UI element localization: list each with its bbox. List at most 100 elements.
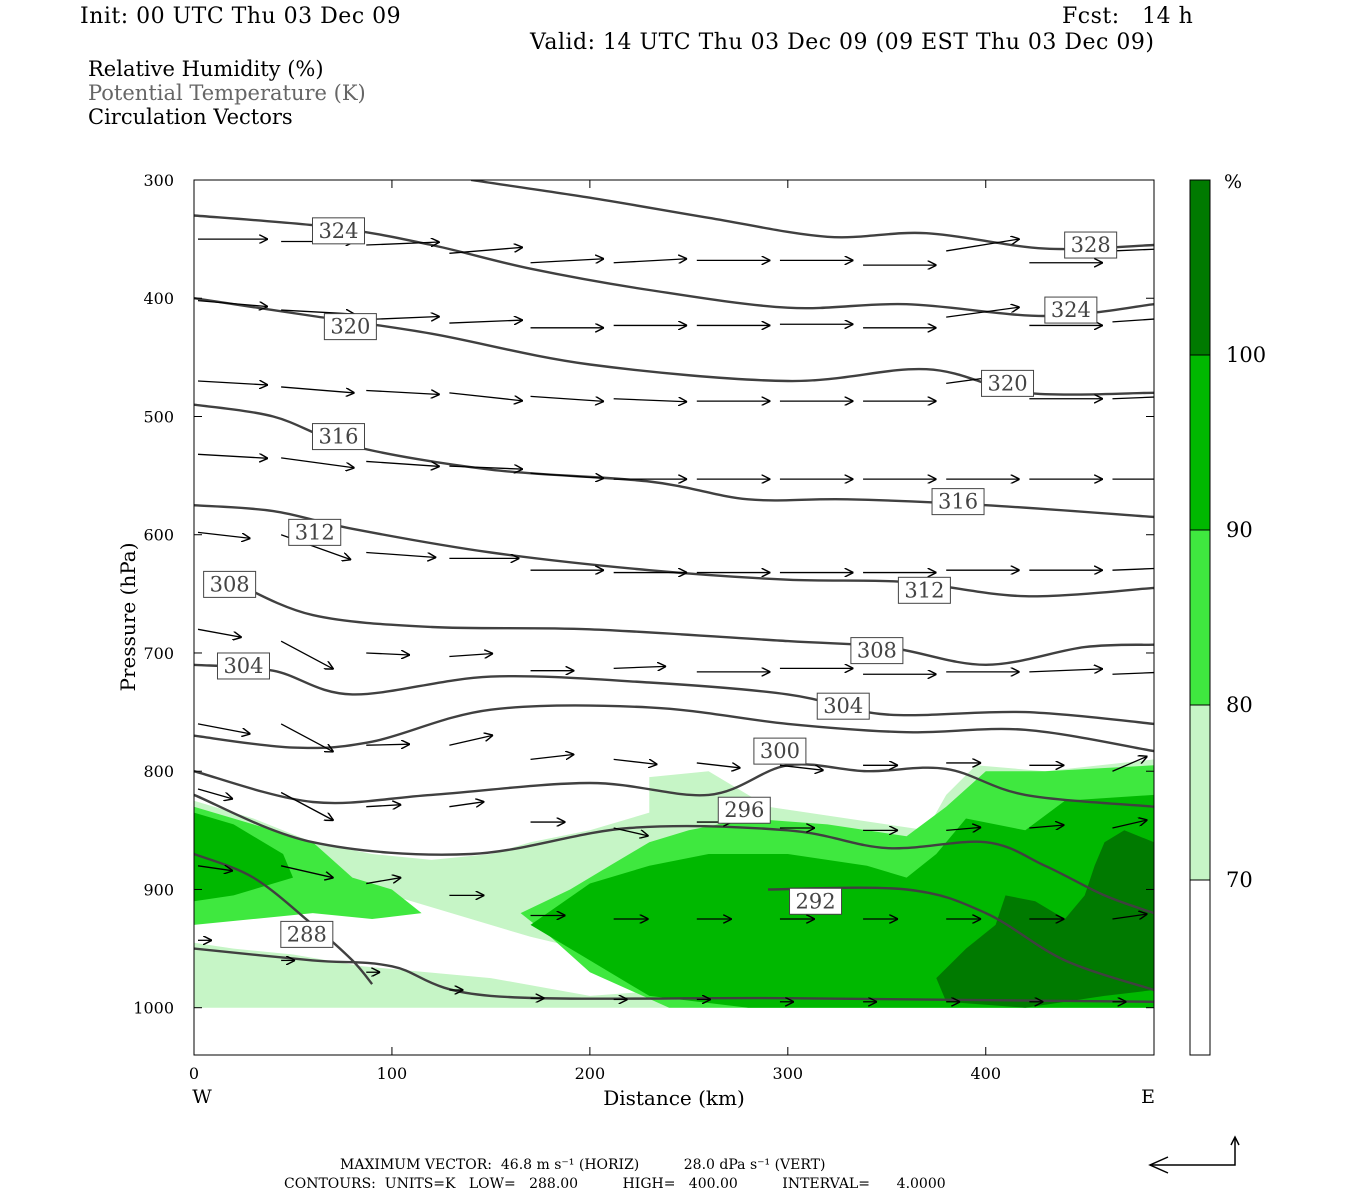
circulation-vector [197,381,268,385]
circulation-vector [779,764,824,770]
contour-label: 288 [287,922,327,946]
x-tick-label: 0 [189,1064,199,1083]
y-axis-title: Pressure (hPa) [116,543,140,692]
y-tick-label: 1000 [133,999,174,1018]
theta-contour-296 [194,793,1154,915]
circulation-vector [366,390,440,394]
circulation-vector [197,454,268,458]
colorbar-segment [1190,355,1210,530]
colorbar: 100 90 80 70% [1189,171,1266,1056]
circulation-vector [613,399,688,402]
forecast-hour: Fcst: 14 h [1062,4,1194,29]
x-tick-label: 300 [773,1064,804,1083]
contour-label: 316 [318,425,358,449]
colorbar-segment [1190,530,1210,705]
colorbar-segment [1190,180,1210,355]
circulation-vector [946,827,981,830]
legend-circulation-vectors: Circulation Vectors [88,105,293,129]
x-tick-label: 200 [575,1064,606,1083]
theta-contour-328 [470,180,1154,251]
circulation-vector [1029,669,1103,672]
contour-label-box [288,518,342,546]
circulation-vector [946,239,1020,252]
circulation-vector [281,457,355,468]
circulation-vector [530,472,605,478]
circulation-vector [1112,756,1147,772]
contour-label: 316 [938,490,978,514]
colorbar-frame [1189,179,1211,1056]
contour-label: 308 [210,572,250,596]
contour-label: 296 [724,798,764,822]
legend-potential-temperature: Potential Temperature (K) [88,81,366,105]
circulation-vector [1112,820,1147,829]
humidity-fill-layer [194,759,1154,1008]
contour-label: 320 [987,371,1027,395]
y-tick-label: 600 [143,526,174,545]
contour-label-box [216,652,270,680]
contour-info-note: CONTOURS: UNITS=K LOW= 288.00 HIGH= 400.… [284,1176,946,1192]
circulation-vector [197,723,251,734]
theta-contour-308 [233,580,1154,667]
colorbar-segment [1190,705,1210,880]
circulation-vector [1029,825,1064,828]
circulation-vector [197,299,268,307]
valid-time: Valid: 14 UTC Thu 03 Dec 09 (09 EST Thu … [530,30,1155,55]
contour-label-box [897,576,951,604]
colorbar-unit: % [1224,171,1242,193]
legend-relative-humidity: Relative Humidity (%) [88,57,324,81]
contour-label-box [311,423,365,451]
circulation-vector [280,865,334,878]
colorbar-label: 80 [1226,693,1253,717]
contour-label: 292 [795,889,835,913]
y-tick-label: 900 [143,880,174,899]
contour-label-layer: 324 320 316 312 308 304 288 328 324 320 316 312 308 3… [203,217,1118,948]
colorbar-label: 70 [1226,868,1253,892]
contour-label-box [717,796,771,824]
contour-label-box [1044,296,1098,324]
circulation-vector [530,395,605,401]
circulation-vector [197,531,251,538]
contour-label: 312 [904,578,944,602]
max-vector-note: MAXIMUM VECTOR: 46.8 m s⁻¹ (HORIZ) 28.0 … [340,1157,826,1173]
circulation-vector [530,754,575,761]
circulation-vector [449,466,523,469]
contour-label-box [931,488,985,516]
circulation-vector [1112,248,1154,252]
theta-contour-316 [194,403,1154,519]
circulation-vector [366,653,410,655]
contour-label-box [280,920,334,948]
circulation-vector [613,827,649,836]
circulation-vector [366,317,440,320]
contour-label: 304 [223,654,263,678]
contour-label-box [203,570,257,598]
circulation-vector [449,247,523,254]
contour-label-box [753,737,807,765]
circulation-vector [366,744,410,745]
circulation-vector [613,259,688,263]
circulation-vector [281,386,355,393]
contour-label-box [981,369,1035,397]
circulation-vector [197,628,242,637]
y-tick-label: 300 [143,171,174,190]
contour-label-box [816,692,870,720]
x-axis-title: Distance (km) [603,1086,745,1110]
circulation-vector [197,788,233,799]
circulation-vector [449,392,523,401]
circulation-vector [696,762,741,768]
contour-label: 300 [760,739,800,763]
contour-label: 328 [1071,233,1111,257]
colorbar-label: 90 [1226,518,1253,542]
circulation-vector [197,866,233,871]
x-end-label: E [1141,1086,1155,1108]
contour-label: 320 [330,315,370,339]
circulation-vector [613,666,667,668]
vector-layer [197,239,1154,1002]
circulation-vector [613,758,658,764]
circulation-vector [366,460,440,466]
circulation-vector [1112,567,1154,571]
contour-label-box [789,887,843,915]
circulation-vector [1112,914,1147,919]
theta-contour-304 [194,663,1154,726]
circulation-vector [280,640,334,669]
